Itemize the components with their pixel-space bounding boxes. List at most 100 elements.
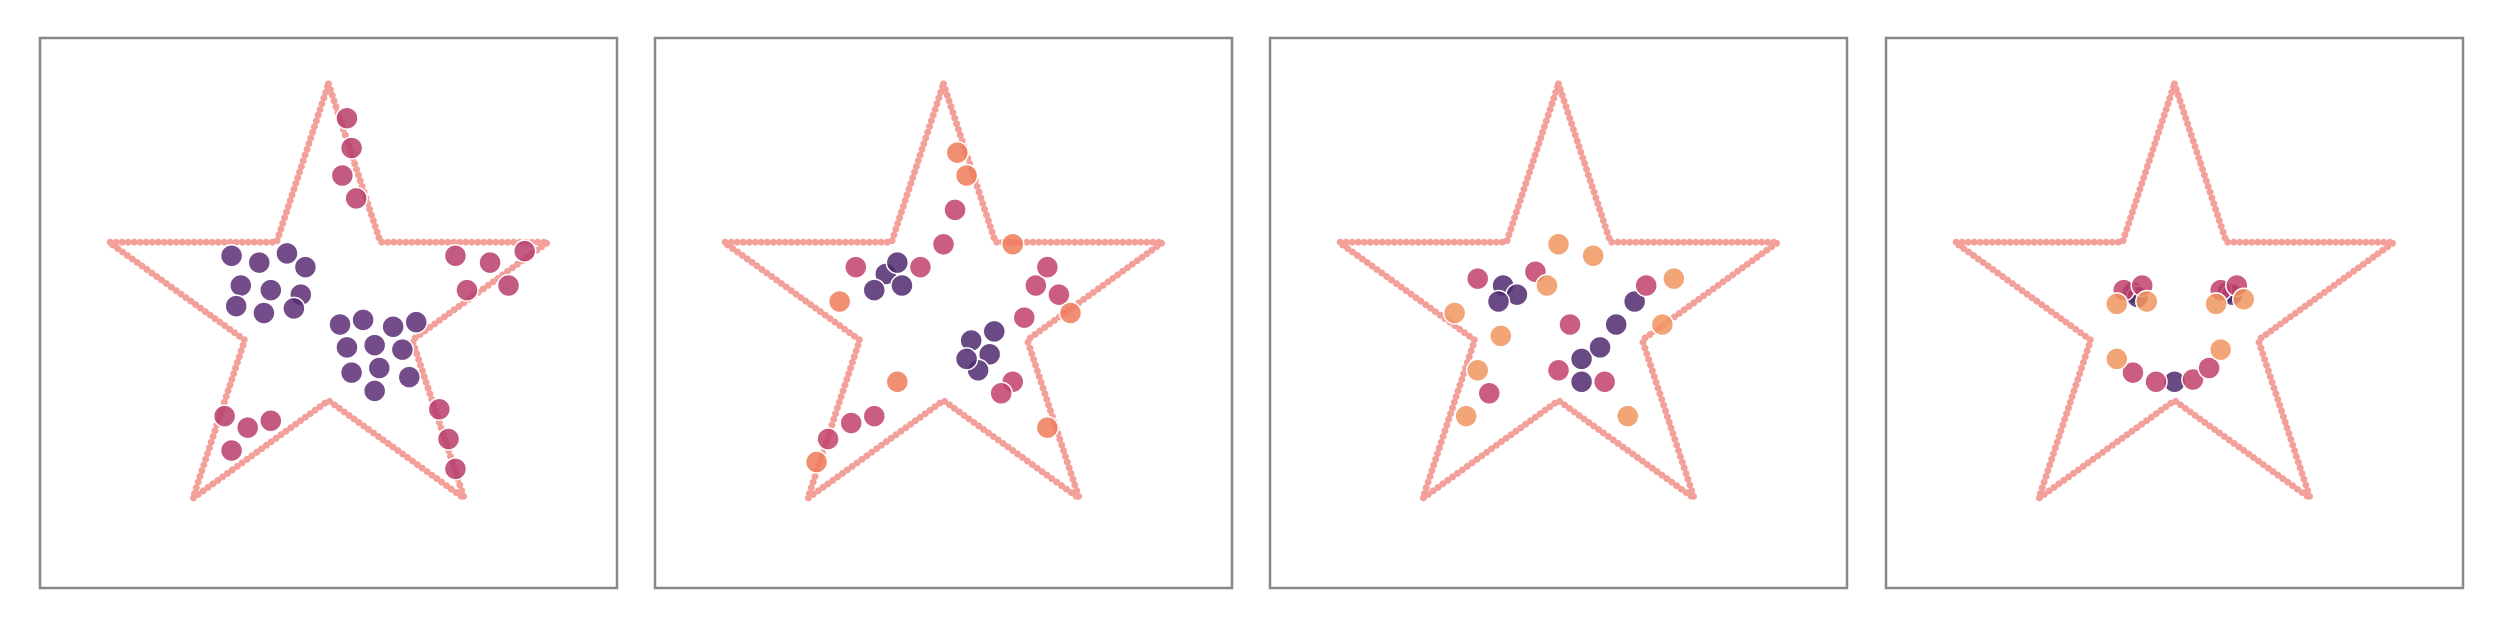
point [1581, 243, 1605, 268]
panel-frame [653, 36, 1234, 590]
point [496, 273, 521, 298]
point [1569, 347, 1594, 371]
point [427, 397, 452, 421]
point [252, 301, 276, 325]
point [862, 404, 887, 428]
point [478, 250, 502, 275]
point [219, 243, 244, 268]
point [839, 411, 863, 435]
point [229, 273, 253, 298]
panel-frame [1268, 36, 1849, 590]
point [1000, 232, 1025, 256]
point [954, 347, 979, 371]
point [1588, 335, 1612, 360]
point [1569, 370, 1594, 394]
point [224, 294, 248, 318]
point [2121, 360, 2145, 385]
point [1442, 301, 1467, 325]
point [827, 289, 852, 314]
panel-frame [1884, 36, 2465, 590]
point [344, 186, 368, 211]
point [1604, 312, 1628, 337]
point [804, 450, 829, 474]
point [455, 278, 479, 302]
point [1592, 370, 1617, 394]
point [885, 370, 910, 394]
point [908, 255, 933, 279]
point [1465, 266, 1490, 291]
point [862, 278, 887, 302]
point [982, 319, 1007, 344]
point [390, 337, 415, 362]
point [351, 308, 375, 332]
point [259, 278, 283, 302]
point [931, 232, 956, 256]
point [844, 255, 868, 279]
point [1558, 312, 1582, 337]
point [404, 310, 428, 334]
star-outline [1944, 80, 2405, 508]
point [339, 360, 364, 385]
point [1035, 415, 1060, 440]
point [397, 365, 422, 389]
point [335, 335, 359, 360]
point [885, 250, 910, 275]
point [443, 243, 468, 268]
point [2105, 347, 2129, 371]
point [1489, 324, 1513, 348]
point [362, 379, 387, 403]
point [339, 136, 364, 160]
point [945, 140, 970, 165]
point [2231, 287, 2256, 311]
point [512, 239, 537, 263]
point [367, 356, 392, 380]
point [275, 241, 299, 266]
point [2144, 370, 2168, 394]
point [1454, 404, 1478, 428]
point [1662, 266, 1686, 291]
point [1650, 312, 1675, 337]
point [954, 163, 979, 188]
point [943, 198, 967, 222]
point [1535, 273, 1559, 298]
star-outline [98, 80, 559, 508]
point [247, 250, 272, 275]
point [235, 415, 260, 440]
point [989, 381, 1013, 405]
panel-frame [38, 36, 619, 590]
point [1465, 358, 1490, 383]
point [381, 315, 405, 339]
point [212, 404, 237, 428]
point [1546, 232, 1571, 256]
point [1047, 282, 1071, 307]
point [1035, 255, 1060, 279]
point [2105, 292, 2129, 316]
star-outline [1328, 80, 1789, 508]
point [259, 408, 283, 433]
point [1486, 289, 1511, 314]
point [282, 296, 306, 321]
point [2135, 289, 2159, 314]
point [362, 333, 387, 357]
point [2197, 356, 2221, 380]
point [328, 312, 352, 337]
point [2204, 292, 2228, 316]
point [1024, 273, 1048, 298]
point [1546, 358, 1571, 383]
point [816, 427, 840, 451]
point [219, 438, 244, 463]
point [330, 163, 355, 188]
point [1622, 289, 1647, 314]
point [1012, 305, 1037, 330]
point [436, 427, 461, 451]
point [890, 273, 914, 298]
point [1634, 273, 1658, 298]
star-outline [713, 80, 1174, 508]
point [335, 106, 359, 130]
point [1058, 301, 1083, 325]
point [2181, 367, 2205, 392]
point [2208, 337, 2233, 362]
point [443, 457, 468, 481]
